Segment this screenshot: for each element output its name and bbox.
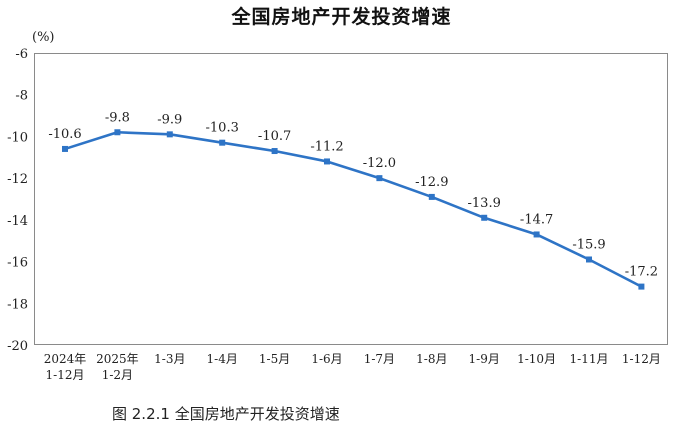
- x-tick-label: 1-9月: [469, 352, 500, 366]
- x-tick-label: 1-3月: [154, 352, 185, 366]
- y-tick-label: -16: [7, 256, 28, 271]
- y-tick-label: -14: [7, 214, 28, 229]
- x-tick-label: 1-7月: [364, 352, 395, 366]
- data-label: -12.0: [363, 156, 396, 171]
- chart-title: 全国房地产开发投资增速: [231, 6, 452, 28]
- x-tick-label: 1-10月: [517, 352, 556, 366]
- x-tick-label: 1-4月: [207, 352, 238, 366]
- y-tick-label: -8: [15, 89, 28, 104]
- data-label: -11.2: [310, 139, 343, 154]
- data-point-marker: [428, 193, 435, 200]
- data-label: -9.9: [157, 112, 182, 127]
- y-tick-label: -18: [7, 297, 28, 312]
- data-label: -10.3: [206, 121, 239, 136]
- data-label: -12.9: [415, 175, 448, 190]
- x-tick-label: 1-8月: [416, 352, 447, 366]
- data-label: -10.6: [48, 127, 81, 142]
- data-label: -9.8: [105, 110, 130, 125]
- data-point-marker: [638, 283, 645, 290]
- y-tick-label: -20: [7, 339, 28, 354]
- data-label: -14.7: [520, 212, 553, 227]
- data-point-marker: [533, 231, 540, 238]
- x-tick-label: 2025年 1-2月: [96, 352, 139, 382]
- data-label: -13.9: [468, 196, 501, 211]
- x-tick-label: 1-11月: [570, 352, 609, 366]
- figure-caption: 图 2.2.1 全国房地产开发投资增速: [112, 405, 340, 423]
- data-point-marker: [271, 148, 278, 155]
- y-tick-label: -10: [7, 130, 28, 145]
- data-point-marker: [376, 175, 383, 182]
- x-tick-label: 2024年 1-12月: [44, 352, 87, 382]
- data-point-marker: [481, 214, 488, 221]
- line-chart: -6 -8 -10 -12 -14 -16 -18 -20 2024年 1-12月 2025年 1-2…: [7, 47, 661, 382]
- y-axis-unit-label: (%): [32, 30, 55, 45]
- x-tick-label: 1-12月: [622, 352, 661, 366]
- plot-area-frame: [34, 53, 668, 345]
- series-line: [63, 130, 643, 288]
- x-tick-label: 1-6月: [311, 352, 342, 366]
- data-point-marker: [219, 139, 226, 146]
- y-tick-label: -12: [7, 172, 28, 187]
- x-tick-label: 1-5月: [259, 352, 290, 366]
- data-point-marker: [586, 256, 592, 263]
- data-label: -15.9: [572, 237, 605, 252]
- y-tick-label: -6: [15, 47, 28, 62]
- data-point-marker: [166, 131, 173, 138]
- data-label: -17.2: [625, 265, 658, 280]
- data-point-marker: [324, 158, 330, 165]
- data-label: -10.7: [258, 129, 291, 144]
- data-point-marker: [62, 145, 68, 152]
- data-point-marker: [114, 129, 121, 136]
